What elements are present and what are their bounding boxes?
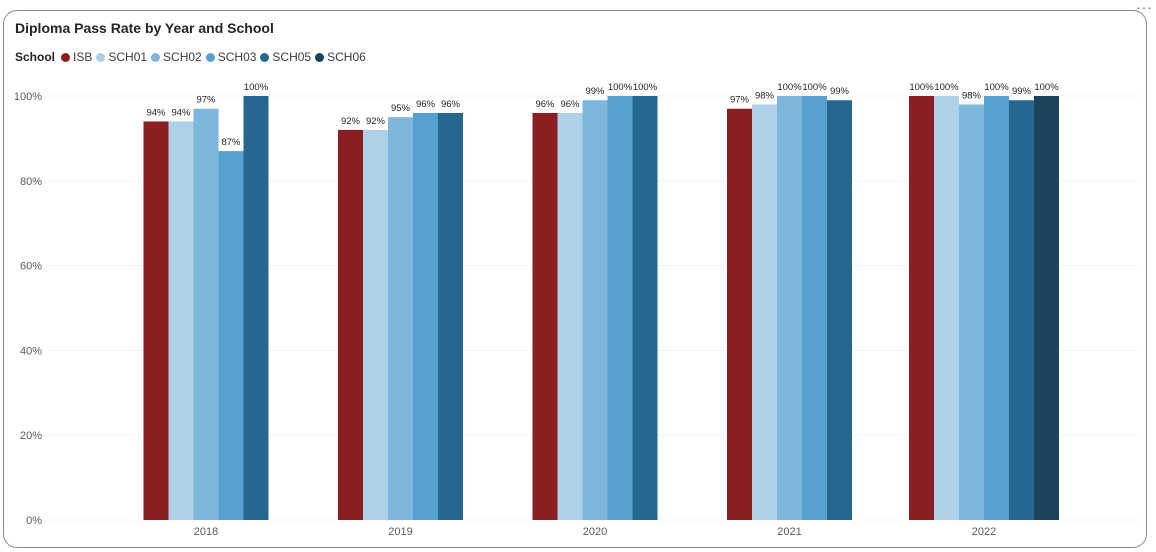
data-label: 98% (755, 90, 775, 101)
legend-label: SCH06 (327, 50, 366, 64)
x-tick-label: 2022 (972, 526, 996, 538)
x-tick-label: 2018 (194, 526, 218, 538)
bar (218, 151, 244, 520)
bar (582, 100, 608, 521)
data-label: 94% (171, 107, 191, 118)
legend-label: ISB (73, 50, 93, 64)
bar (388, 117, 413, 520)
data-label: 100% (802, 82, 827, 93)
legend-swatch (61, 52, 71, 62)
data-label: 99% (1012, 86, 1032, 97)
data-label: 99% (585, 86, 605, 97)
legend-title: School (15, 50, 56, 64)
data-label: 100% (777, 82, 802, 93)
data-label: 94% (146, 107, 166, 118)
data-label: 96% (416, 99, 436, 110)
bar (607, 96, 633, 520)
bar (438, 112, 463, 521)
legend-item-isb[interactable]: ISB (61, 50, 92, 64)
legend-label: SCH01 (108, 50, 148, 64)
legend-item-sch02[interactable]: SCH02 (151, 50, 202, 64)
x-tick-label: 2021 (777, 526, 801, 538)
bar (752, 104, 777, 520)
bar (632, 96, 658, 520)
bar (1034, 96, 1059, 520)
bar (777, 96, 802, 520)
data-label: 100% (608, 82, 633, 93)
y-tick-label: 80% (20, 176, 42, 188)
bar (802, 96, 827, 520)
data-label: 87% (221, 137, 241, 148)
bar (193, 108, 219, 520)
data-label: 100% (244, 82, 269, 93)
legend-swatch (260, 52, 270, 62)
bar (909, 96, 934, 520)
bar (934, 96, 959, 520)
data-label: 92% (366, 116, 386, 127)
bar (727, 108, 752, 520)
x-tick-label: 2019 (388, 526, 412, 538)
y-tick-label: 40% (20, 345, 42, 357)
bar (827, 100, 852, 521)
bar (363, 129, 388, 521)
data-label: 95% (391, 103, 411, 114)
data-label: 99% (830, 86, 850, 97)
data-label: 100% (1034, 82, 1059, 93)
data-label: 96% (441, 99, 461, 110)
legend-items: ISB SCH01 SCH02 SCH03 SCH05 SCH06 (61, 50, 370, 64)
chart-title: Diploma Pass Rate by Year and School (15, 20, 274, 36)
legend-swatch (205, 52, 215, 62)
bar (413, 112, 438, 521)
data-label: 100% (984, 82, 1009, 93)
data-label: 97% (196, 95, 216, 106)
legend-swatch (315, 52, 325, 62)
data-label: 96% (560, 99, 580, 110)
bar (243, 96, 269, 520)
bar (143, 121, 169, 520)
x-tick-label: 2020 (583, 526, 607, 538)
more-options-icon[interactable]: ··· (1136, 0, 1153, 15)
y-tick-label: 60% (20, 261, 42, 273)
legend-item-sch03[interactable]: SCH03 (205, 50, 257, 64)
bar (532, 112, 558, 521)
data-label: 100% (633, 82, 658, 93)
bar (959, 104, 984, 520)
legend-swatch (96, 52, 106, 62)
legend-item-sch05[interactable]: SCH05 (260, 50, 311, 64)
data-label: 92% (341, 116, 361, 127)
data-label: 100% (909, 82, 934, 93)
legend-swatch (151, 52, 161, 62)
legend-item-sch01[interactable]: SCH01 (96, 50, 147, 64)
legend-item-sch06[interactable]: SCH06 (315, 50, 366, 64)
bar (984, 96, 1009, 520)
bar (1009, 100, 1034, 521)
data-label: 100% (934, 82, 959, 93)
bar (168, 121, 194, 520)
data-label: 97% (730, 95, 750, 106)
legend-label: SCH02 (163, 50, 202, 64)
bar (557, 112, 583, 521)
legend-label: SCH05 (272, 50, 312, 64)
y-tick-label: 0% (26, 515, 42, 527)
data-label: 96% (535, 99, 555, 110)
legend: School ISB SCH01 SCH02 SCH03 SCH05 SCH06 (15, 49, 370, 65)
legend-label: SCH03 (217, 50, 257, 64)
data-label: 98% (962, 90, 982, 101)
y-tick-label: 20% (20, 430, 42, 442)
y-tick-label: 100% (14, 91, 42, 103)
bar (338, 129, 363, 521)
